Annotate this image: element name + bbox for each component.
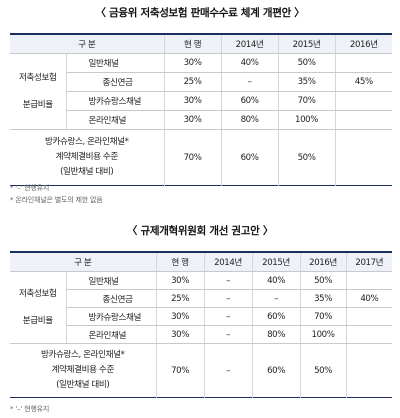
table1-header-row: 구 분 현 행 2014년 2015년 2016년: [10, 34, 393, 54]
cell: –: [204, 325, 253, 344]
table2: 구 분 현 행 2014년 2015년 2016년 2017년 저축성보험 분급…: [10, 251, 393, 398]
table2-title: 〈 규제개혁위원회 개선 권고안 〉: [126, 225, 274, 237]
table2-group-label: 저축성보험 분급비율: [10, 271, 67, 344]
cell: 35%: [278, 72, 336, 92]
cell: 25%: [164, 72, 222, 92]
row-label: 일반채널: [66, 271, 157, 290]
cell: 100%: [278, 110, 336, 130]
cell: 60%: [221, 129, 279, 186]
extra-label-line: 방카슈랑스, 온라인채널*: [40, 350, 125, 360]
cell: 60%: [252, 343, 301, 398]
table-row: 방카슈랑스채널 30% 60% 70%: [10, 91, 393, 111]
cell: 60%: [221, 91, 279, 111]
cell: 70%: [278, 91, 336, 111]
table1-title: 〈 금융위 저축성보험 판매수수료 체계 개편안 〉: [95, 7, 305, 19]
cell: –: [204, 271, 253, 290]
table2-header-2017: 2017년: [346, 252, 393, 272]
table-row: 온라인채널 30% – 80% 100%: [10, 325, 393, 344]
table-row: 저축성보험 분급비율 일반채널 30% 40% 50%: [10, 53, 393, 130]
cell: 30%: [164, 110, 222, 130]
table-row: 종신연금 25% – – 35% 40%: [10, 289, 393, 308]
table1-header-2016: 2016년: [335, 34, 393, 54]
cell: 70%: [300, 307, 347, 326]
row-label: 일반채널: [66, 53, 165, 73]
row-label: 종신연금: [66, 289, 157, 308]
row-label: 방카슈랑스채널: [66, 307, 157, 326]
table1-group-label: 저축성보험 분급비율: [10, 53, 67, 130]
cell: –: [204, 289, 253, 308]
cell: [335, 130, 392, 186]
table2-header-2014: 2014년: [204, 252, 253, 272]
group-label-line2: 분급비율: [22, 99, 53, 110]
cell: 70%: [164, 129, 222, 186]
table2-header-2016: 2016년: [300, 252, 347, 272]
extra-label-line: 계약체결비용 수준: [51, 365, 115, 375]
cell: 50%: [278, 53, 336, 73]
cell: 80%: [252, 325, 301, 344]
cell: 30%: [164, 53, 222, 73]
row-label: 온라인채널: [66, 110, 165, 130]
extra-label-line: (일반채널 대비): [56, 380, 110, 390]
cell: [346, 271, 393, 290]
table2-header-current: 현 행: [156, 252, 205, 272]
table1-note: * '–' 현행유지: [10, 184, 50, 192]
table-row: 방카슈랑스, 온라인채널* 계약체결비용 수준 (일반채널 대비) 70% – …: [10, 343, 392, 398]
table-row: 종신연금 25% – 35% 45%: [10, 72, 393, 92]
cell: 70%: [156, 343, 205, 398]
table1-header-2015: 2015년: [278, 34, 336, 54]
table-row: 방카슈랑스, 온라인채널* 계약체결비용 수준 (일반채널 대비) 70% 60…: [10, 129, 392, 186]
cell: [346, 344, 392, 398]
cell: 40%: [346, 289, 393, 308]
cell: 30%: [156, 325, 205, 344]
extra-label-line: 방카슈랑스, 온라인채널*: [44, 137, 129, 147]
cell: –: [252, 289, 301, 308]
cell: 25%: [156, 289, 205, 308]
cell: [346, 325, 393, 344]
cell: [335, 91, 393, 111]
cell: 35%: [300, 289, 347, 308]
table1-header-current: 현 행: [164, 34, 222, 54]
row-label: 방카슈랑스채널: [66, 91, 165, 111]
extra-label-line: (일반채널 대비): [60, 167, 114, 177]
table1-extra-label: 방카슈랑스, 온라인채널* 계약체결비용 수준 (일반채널 대비): [10, 129, 165, 186]
cell: [335, 110, 393, 130]
cell: –: [204, 343, 253, 398]
cell: –: [221, 72, 279, 92]
table2-extra-label: 방카슈랑스, 온라인채널* 계약체결비용 수준 (일반채널 대비): [10, 343, 157, 398]
table1-note: * 온라인채널은 별도의 제한 없음: [10, 196, 103, 204]
row-label: 온라인채널: [66, 325, 157, 344]
cell: –: [204, 307, 253, 326]
cell: 30%: [156, 271, 205, 290]
table2-header-2015: 2015년: [252, 252, 301, 272]
cell: [346, 307, 393, 326]
row-label: 종신연금: [66, 72, 165, 92]
group-label-line2: 분급비율: [22, 315, 53, 326]
cell: 40%: [221, 53, 279, 73]
cell: 60%: [252, 307, 301, 326]
table2-header-row: 구 분 현 행 2014년 2015년 2016년 2017년: [10, 252, 393, 272]
cell: 100%: [300, 325, 347, 344]
group-label-line1: 저축성보험: [18, 72, 57, 83]
extra-label-line: 계약체결비용 수준: [55, 152, 119, 162]
table-row: 방카슈랑스채널 30% – 60% 70%: [10, 307, 393, 326]
cell: 50%: [278, 129, 336, 186]
table1-header-category: 구 분: [10, 34, 165, 54]
cell: [335, 53, 393, 73]
table1: 구 분 현 행 2014년 2015년 2016년 저축성보험 분급비율 일반채…: [10, 33, 393, 186]
cell: 50%: [300, 343, 347, 398]
cell: 80%: [221, 110, 279, 130]
table-row: 온라인채널 30% 80% 100%: [10, 110, 393, 130]
cell: 40%: [252, 271, 301, 290]
cell: 30%: [156, 307, 205, 326]
table1-header-2014: 2014년: [221, 34, 279, 54]
table2-header-category: 구 분: [10, 252, 157, 272]
table-row: 저축성보험 분급비율 일반채널 30% – 40% 50%: [10, 271, 393, 344]
group-label-line1: 저축성보험: [18, 288, 57, 299]
table2-note: * '–' 현행유지: [10, 405, 50, 413]
cell: 50%: [300, 271, 347, 290]
cell: 30%: [164, 91, 222, 111]
cell: 45%: [335, 72, 393, 92]
